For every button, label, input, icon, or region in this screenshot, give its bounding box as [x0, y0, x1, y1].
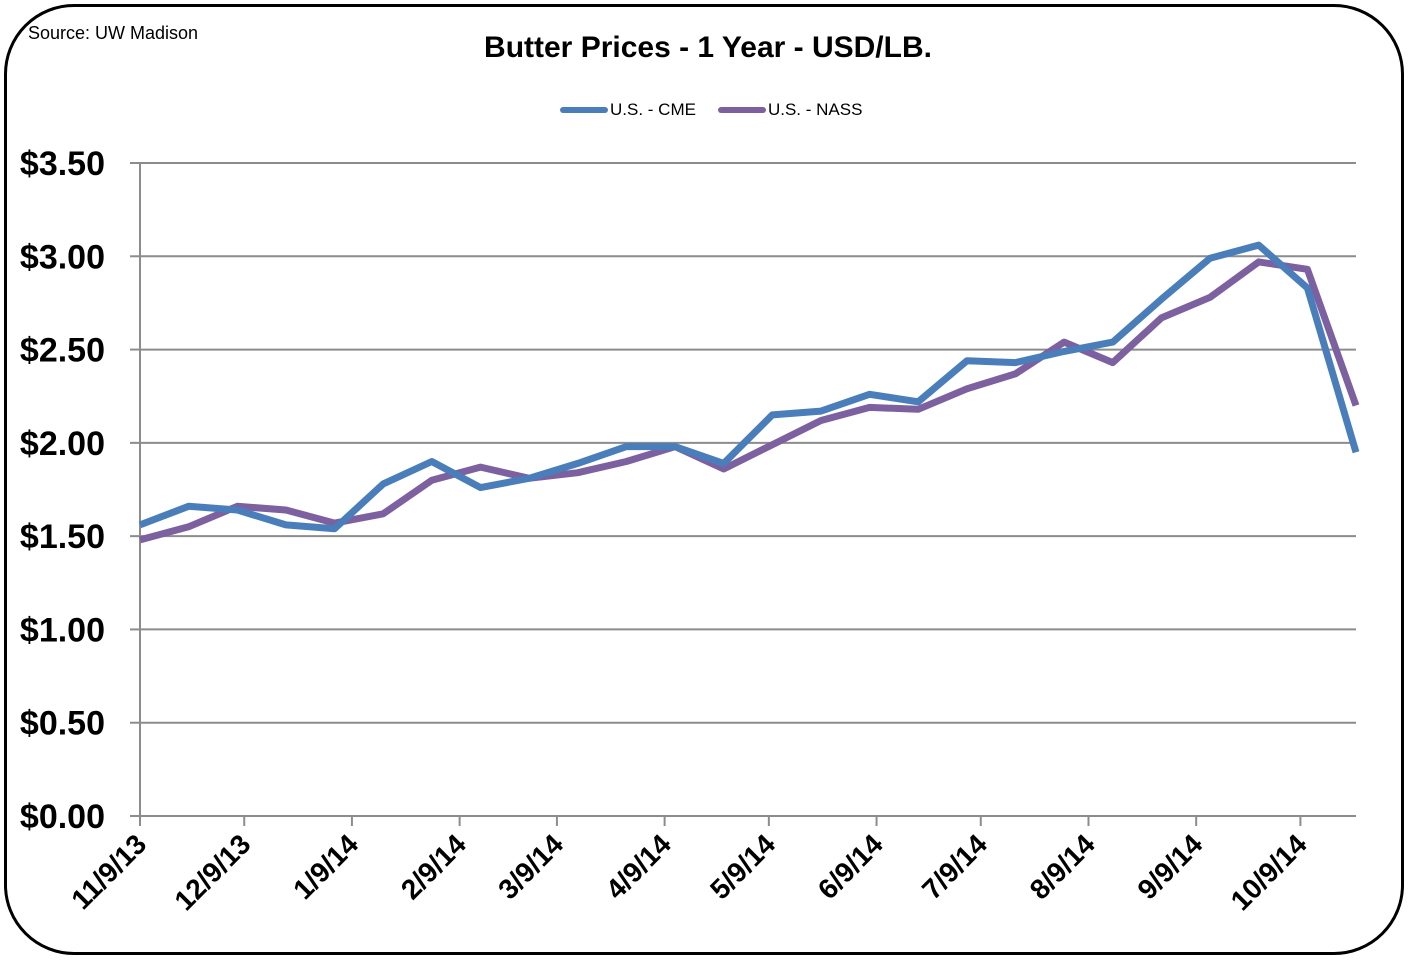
x-tick-label: 3/9/14: [492, 828, 569, 905]
x-tick-label: 12/9/13: [168, 828, 256, 916]
y-tick-label: $3.00: [20, 238, 105, 276]
axes: [130, 162, 1356, 826]
x-tick-label: 9/9/14: [1131, 828, 1208, 905]
x-tick-label: 11/9/13: [65, 828, 152, 915]
y-tick-labels: $0.00 $0.50 $1.00 $1.50 $2.00 $2.50 $3.00 $3.50: [20, 145, 105, 836]
legend-swatch-nass: [717, 107, 766, 113]
legend-label-cme: U.S. - CME: [610, 100, 696, 119]
y-tick-label: $2.00: [20, 425, 105, 463]
legend-swatch-cme: [560, 107, 608, 113]
y-tick-label: $0.00: [20, 798, 105, 836]
x-tick-label: 5/9/14: [704, 828, 781, 905]
x-tick-label: 7/9/14: [916, 828, 993, 905]
legend-item-cme: U.S. - CME: [560, 100, 696, 120]
x-tick-labels: 11/9/13 12/9/13 1/9/14 2/9/14 3/9/14 4/9/14 5/…: [65, 828, 1313, 916]
y-tick-label: $1.50: [20, 518, 105, 556]
y-tick-label: $0.50: [20, 705, 105, 743]
series-line-cme: [138, 241, 1360, 533]
legend: U.S. - CME U.S. - NASS: [560, 100, 884, 120]
x-tick-label: 6/9/14: [812, 828, 889, 905]
series-line-nass: [139, 258, 1360, 544]
x-tick-label: 4/9/14: [600, 828, 677, 905]
x-tick-label: 8/9/14: [1024, 828, 1101, 905]
chart-title: Butter Prices - 1 Year - USD/LB.: [484, 31, 932, 64]
source-note: Source: UW Madison: [28, 23, 199, 43]
y-tick-label: $2.50: [20, 332, 105, 370]
series-lines: [138, 241, 1360, 544]
legend-label-nass: U.S. - NASS: [767, 100, 863, 119]
y-tick-label: $1.00: [20, 611, 105, 649]
x-tick-label: 2/9/14: [395, 828, 472, 905]
x-tick-label: 10/9/14: [1225, 828, 1313, 916]
x-tick-label: 1/9/14: [287, 828, 364, 905]
y-tick-label: $3.50: [20, 145, 105, 183]
legend-item-nass: U.S. - NASS: [717, 100, 863, 120]
